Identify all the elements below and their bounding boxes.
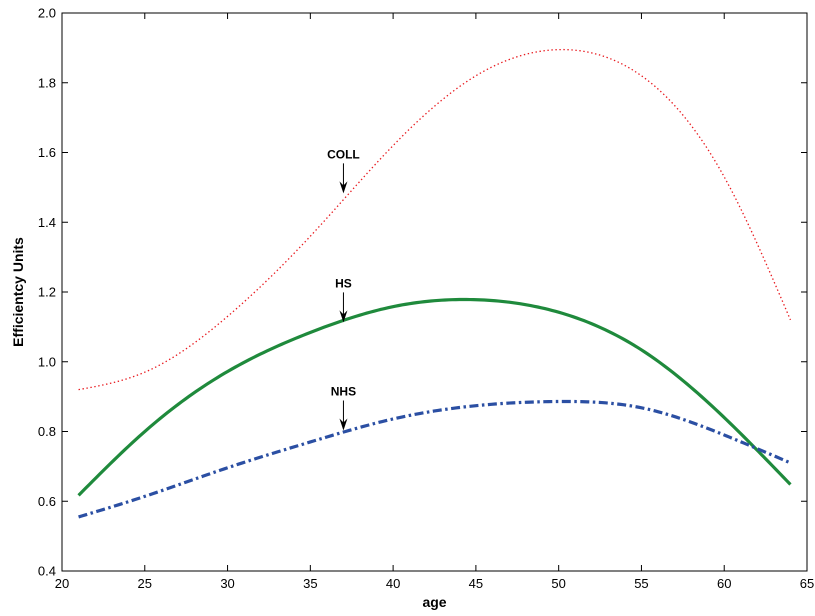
x-tick-label: 50 [551,576,565,591]
y-tick-label: 1.6 [38,145,56,160]
x-tick-label: 60 [717,576,731,591]
y-tick-label: 2.0 [38,6,56,21]
y-tick-label: 1.4 [38,215,56,230]
x-tick-label: 25 [138,576,152,591]
annotation-arrow-head [339,310,348,323]
x-tick-label: 40 [386,576,400,591]
x-axis-ticks: 20 25 30 35 40 45 50 55 60 65 [55,13,814,591]
series-line-hs [77,297,792,497]
annotation-coll: COLL [327,147,360,194]
x-tick-label: 30 [220,576,234,591]
annotation-nhs: NHS [331,385,356,431]
y-tick-label: 1.8 [38,75,56,90]
series-line-coll [78,48,792,391]
y-tick-label: 0.4 [38,564,56,579]
series-line-nhs [78,399,792,519]
annotation-hs: HS [335,276,352,323]
x-axis-label: age [422,594,446,610]
series-layer [77,48,792,519]
x-tick-label: 55 [634,576,648,591]
y-tick-label: 0.8 [38,424,56,439]
annotation-label: HS [335,276,352,290]
x-tick-label: 20 [55,576,69,591]
axes: 20 25 30 35 40 45 50 55 60 65 0.4 0.6 0.8 1.0 1.2 1.4 1… [38,6,814,592]
x-tick-label: 45 [469,576,483,591]
y-tick-label: 1.2 [38,285,56,300]
annotation-label: NHS [331,385,356,399]
y-axis-ticks: 0.4 0.6 0.8 1.0 1.2 1.4 1.6 1.8 2.0 [38,6,807,579]
annotation-arrow-head [339,181,348,194]
y-tick-label: 0.6 [38,494,56,509]
annotation-arrow-head [339,418,348,431]
x-tick-label: 65 [800,576,814,591]
annotation-label: COLL [327,147,360,161]
annotation-layer: COLL HS NHS [327,147,360,431]
x-tick-label: 35 [303,576,317,591]
y-axis-label: Efficientcy Units [10,237,26,347]
y-tick-label: 1.0 [38,354,56,369]
